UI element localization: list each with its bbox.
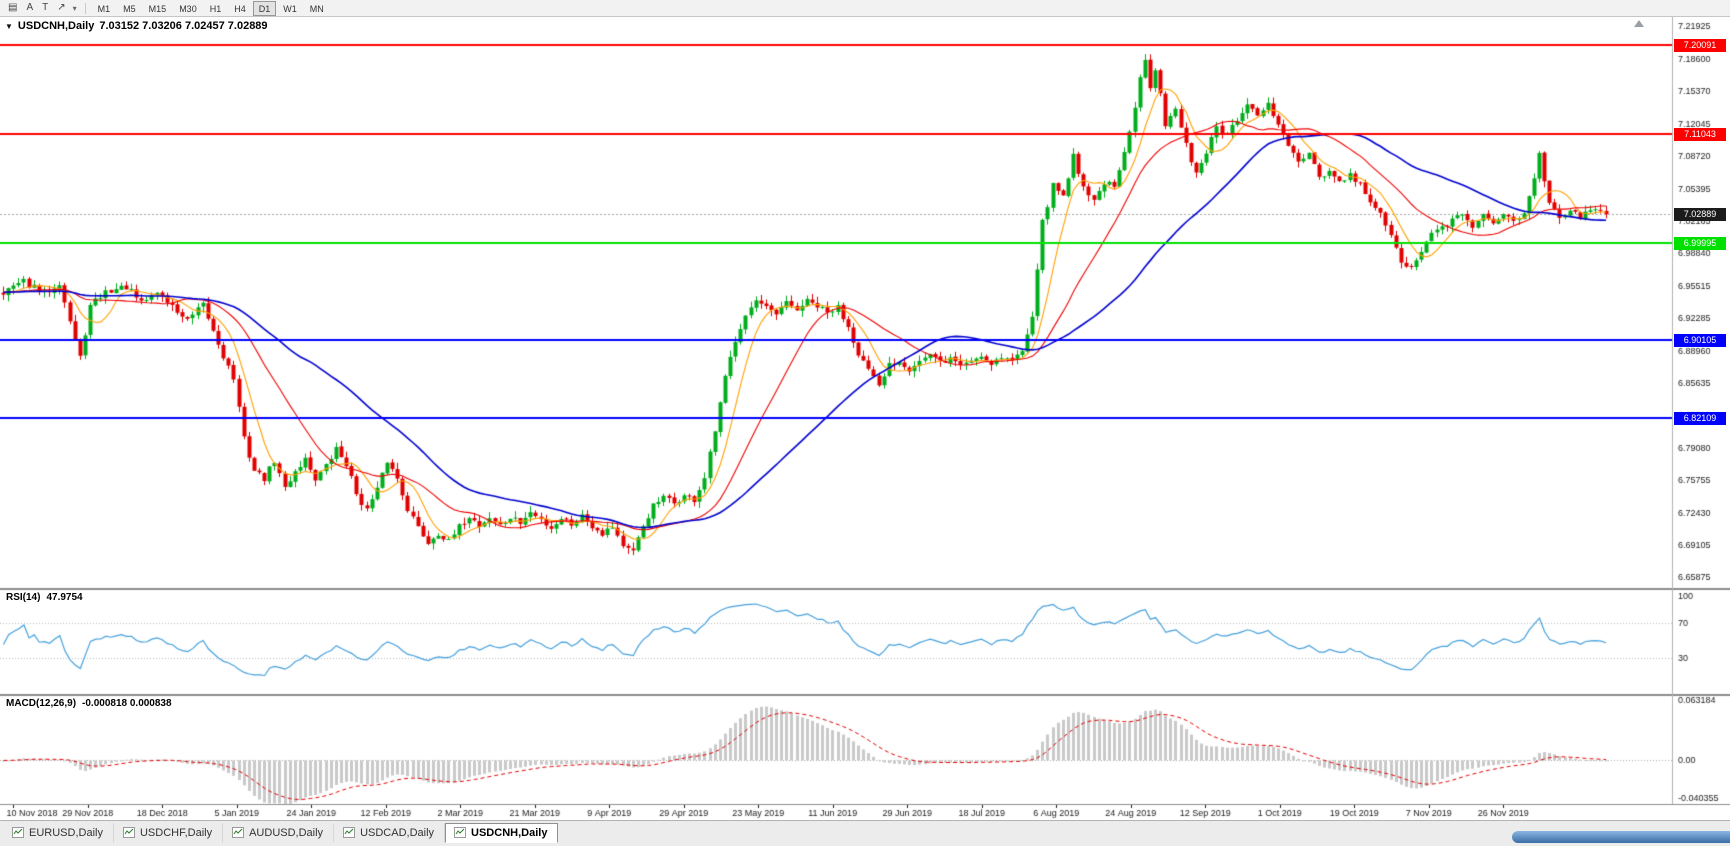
chart-tab-icon (232, 827, 245, 838)
chart-title-symbol: USDCNH,Daily (17, 20, 95, 32)
drawing-tool-icon[interactable]: ↗ (57, 1, 66, 13)
chevron-down-icon[interactable]: ▾ (72, 3, 77, 13)
timeframe-button-mn[interactable]: MN (309, 3, 324, 14)
tab-label: EURUSD,Daily (29, 826, 103, 839)
chart-windows-icon[interactable]: ▤ (8, 1, 18, 13)
text-tool-button[interactable]: T (42, 1, 49, 13)
rsi-name: RSI(14) (6, 592, 41, 603)
horizontal-scrollbar[interactable] (1512, 831, 1730, 843)
timeframe-button-h4[interactable]: H4 (234, 3, 246, 14)
macd-label: MACD(12,26,9) -0.000818 0.000838 (6, 698, 178, 709)
chart-area: ▼ USDCNH,Daily 7.03152 7.03206 7.02457 7… (0, 17, 1730, 820)
timeframe-button-m1[interactable]: M1 (97, 3, 111, 14)
tab-eurusd-daily[interactable]: EURUSD,Daily (3, 823, 114, 843)
timeframe-button-d1[interactable]: D1 (252, 0, 277, 16)
timeframe-button-m15[interactable]: M15 (148, 3, 167, 14)
price-badge: 7.02889 (1674, 208, 1726, 221)
chart-tab-icon (12, 827, 24, 838)
timeframe-button-m5[interactable]: M5 (123, 3, 136, 14)
rsi-label: RSI(14) 47.9754 (6, 592, 89, 603)
rsi-value: 47.9754 (46, 592, 83, 603)
price-badge: 7.20091 (1674, 39, 1726, 52)
chart-title-ohlc: 7.03152 7.03206 7.02457 7.02889 (99, 20, 268, 32)
cursor-tool-button[interactable]: A (26, 1, 34, 13)
chart-shift-marker (1634, 20, 1644, 27)
macd-name: MACD(12,26,9) (6, 698, 77, 709)
toolbar-separator (84, 2, 86, 14)
price-badge: 6.90105 (1674, 334, 1726, 347)
price-badge: 6.99995 (1674, 237, 1726, 250)
tab-usdcad-daily[interactable]: USDCAD,Daily (334, 823, 446, 843)
top-toolbar: ▤ A T ↗ ▾ M1 M5 M15 M30 H1 H4 D1 W1 MN (0, 0, 1730, 17)
tab-label: AUDUSD,Daily (249, 826, 324, 839)
tab-label: USDCAD,Daily (360, 826, 435, 839)
price-badge: 6.82109 (1674, 412, 1726, 425)
tab-usdchf-daily[interactable]: USDCHF,Daily (114, 823, 224, 843)
tab-audusd-daily[interactable]: AUDUSD,Daily (223, 823, 335, 843)
chart-tab-icon (454, 827, 467, 838)
chart-tab-icon (122, 827, 135, 838)
symbol-dropdown-icon[interactable]: ▼ (5, 21, 13, 31)
timeframe-button-h1[interactable]: H1 (209, 3, 222, 14)
tab-label: USDCNH,Daily (471, 826, 548, 839)
tab-label: USDCHF,Daily (139, 826, 213, 839)
chart-tabbar: EURUSD,Daily USDCHF,Daily AUDUSD,Daily U… (0, 820, 1730, 846)
price-badge: 7.11043 (1674, 128, 1726, 141)
timeframe-button-m30[interactable]: M30 (179, 3, 197, 14)
macd-values: -0.000818 0.000838 (82, 698, 172, 709)
chart-tab-icon (343, 827, 356, 838)
timeframe-button-w1[interactable]: W1 (283, 3, 297, 14)
price-chart-canvas[interactable] (0, 17, 1730, 820)
tab-usdcnh-daily[interactable]: USDCNH,Daily (445, 823, 559, 843)
chart-title: ▼ USDCNH,Daily 7.03152 7.03206 7.02457 7… (5, 20, 268, 32)
